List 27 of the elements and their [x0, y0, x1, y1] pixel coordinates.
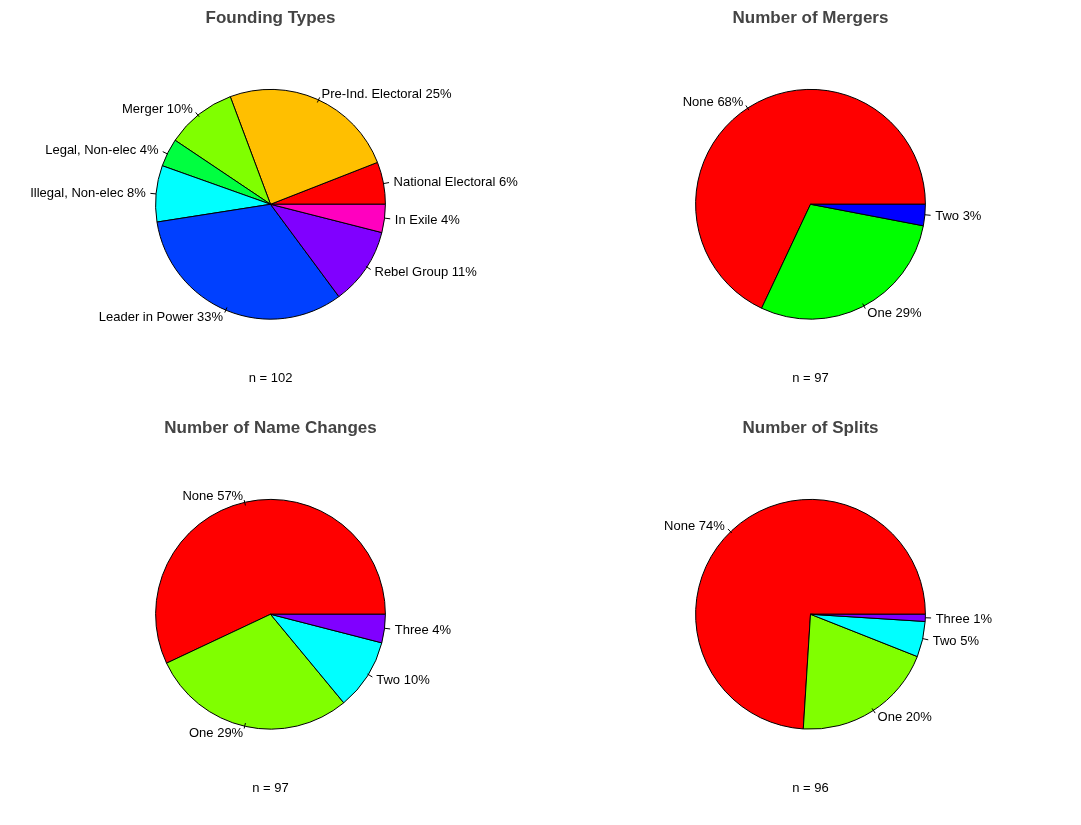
slice-label: Three 4% [394, 622, 452, 638]
chart-title: Founding Types [205, 7, 336, 27]
slice-label: Leader in Power 33% [98, 309, 224, 325]
slice-label: One 20% [877, 709, 933, 725]
slice-label: None 57% [182, 488, 244, 504]
slice-label: Two 5% [932, 633, 980, 649]
text: n = 97 [252, 779, 289, 795]
slice-label: Rebel Group 11% [374, 264, 478, 280]
slice-label: One 29% [867, 305, 922, 321]
chart-title: Number of Mergers [732, 7, 889, 27]
slice-label: None 68% [682, 94, 744, 110]
slice-label: Two 3% [935, 208, 982, 224]
slice-label: None 74% [664, 518, 726, 534]
text: n = 97 [792, 369, 829, 385]
text: n = 96 [792, 779, 829, 795]
slice-label: Pre-Ind. Electoral 25% [321, 85, 453, 101]
slice-label: Legal, Non-elec 4% [45, 142, 160, 158]
slice-label: In Exile 4% [394, 211, 461, 227]
slice-label: National Electoral 6% [393, 174, 519, 190]
text: n = 102 [248, 369, 293, 385]
chart-title: Number of Splits [742, 417, 879, 437]
slice-label: One 29% [188, 725, 244, 741]
slice-label: Three 1% [935, 610, 993, 626]
chart-title: Number of Name Changes [164, 417, 377, 437]
slice-label: Merger 10% [122, 101, 194, 117]
slice-label: Two 10% [376, 671, 431, 687]
slice-label: Illegal, Non-elec 8% [30, 185, 147, 201]
